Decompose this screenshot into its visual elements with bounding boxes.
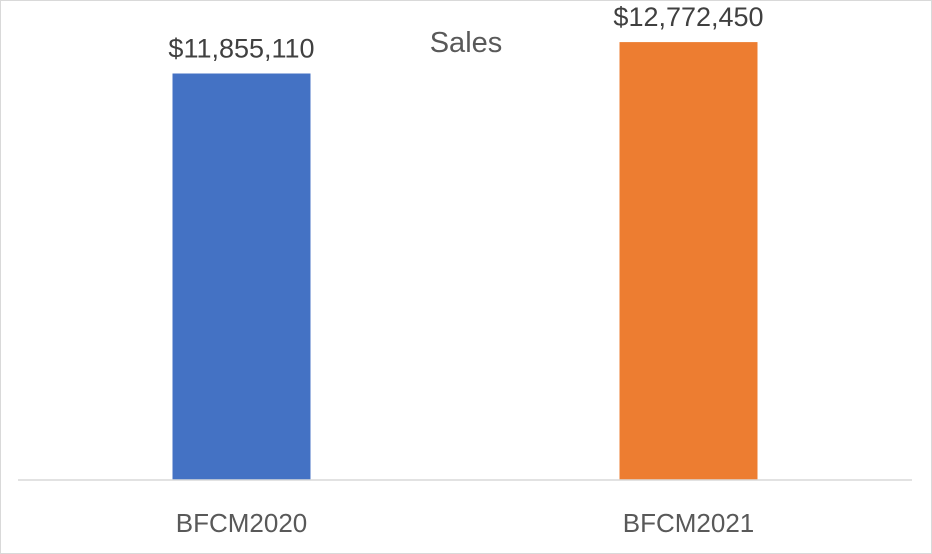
chart-title: Sales	[430, 27, 503, 59]
data-labels-group: $11,855,110 $12,772,450	[168, 2, 763, 63]
bar-bfcm2021	[619, 42, 758, 480]
bars-group	[172, 42, 758, 480]
data-label-bfcm2021: $12,772,450	[613, 2, 763, 32]
bar-bfcm2020	[172, 73, 311, 480]
x-tick-label-bfcm2020: BFCM2020	[176, 508, 308, 538]
x-tick-label-bfcm2021: BFCM2021	[623, 508, 755, 538]
x-axis-tick-labels: BFCM2020 BFCM2021	[176, 508, 755, 538]
data-label-bfcm2020: $11,855,110	[168, 34, 314, 64]
